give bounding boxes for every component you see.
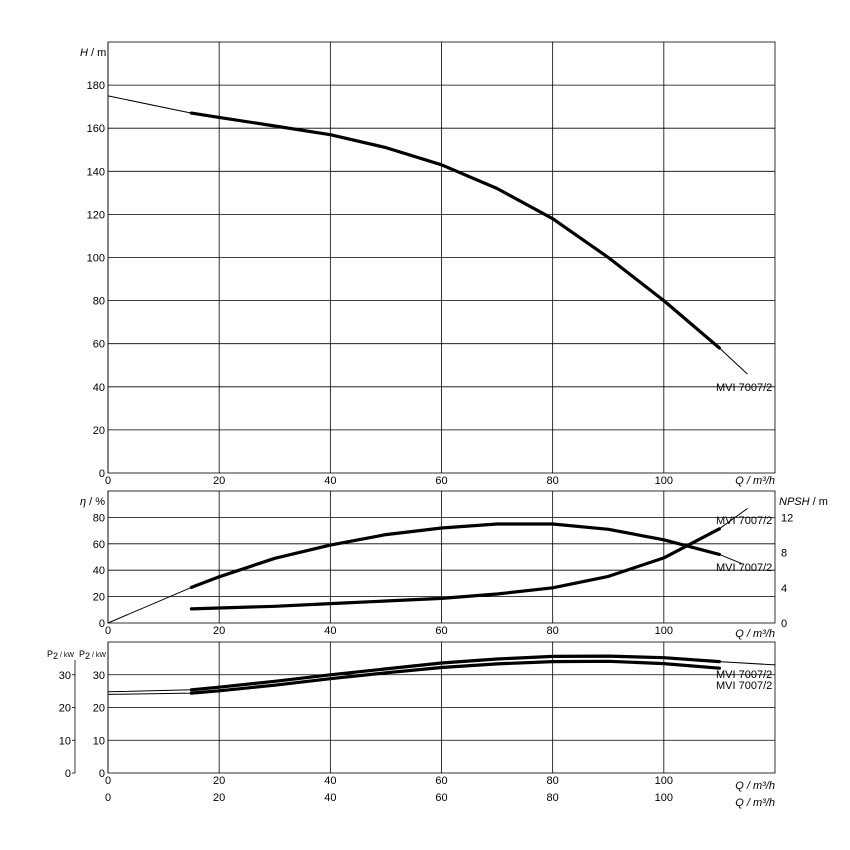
y-tick-label: 60 bbox=[93, 539, 105, 551]
power-x-axis-bottom-title: Q / m³/h bbox=[735, 797, 775, 809]
outer-y-tick-label: 10 bbox=[59, 735, 71, 747]
head-curve-label: MVI 7007/2 bbox=[716, 382, 772, 394]
y-tick-label: 40 bbox=[93, 565, 105, 577]
y2-tick-label: 4 bbox=[781, 583, 787, 595]
x-tick-label: 100 bbox=[655, 775, 673, 787]
power-x-axis-title: Q / m³/h bbox=[735, 780, 775, 792]
y-tick-label: 20 bbox=[93, 703, 105, 715]
npsh-axis-title: NPSH / m bbox=[779, 496, 828, 508]
power-curve-label-a: MVI 7007/2 bbox=[716, 669, 772, 681]
head-axis-title: H / m bbox=[80, 47, 106, 59]
x-tick-label: 20 bbox=[213, 775, 225, 787]
curve-bold-p3-s2 bbox=[189, 659, 721, 695]
y-tick-label: 100 bbox=[87, 253, 105, 265]
x-tick-label: 80 bbox=[547, 775, 559, 787]
outer-y-tick-label: 20 bbox=[59, 703, 71, 715]
x-tick-label: 0 bbox=[105, 775, 111, 787]
y-tick-label: 160 bbox=[87, 123, 105, 135]
y-tick-label: 60 bbox=[93, 339, 105, 351]
y-tick-label: 0 bbox=[99, 468, 105, 480]
x-tick-label: 100 bbox=[655, 625, 673, 637]
x-tick-label: 20 bbox=[213, 475, 225, 487]
x-tick-label-bottom: 40 bbox=[324, 792, 336, 804]
x-tick-label: 0 bbox=[105, 475, 111, 487]
power-outer-axis-title: P2 / kW bbox=[47, 649, 74, 661]
y-tick-label: 20 bbox=[93, 425, 105, 437]
x-tick-label: 60 bbox=[435, 475, 447, 487]
y-tick-label: 80 bbox=[93, 512, 105, 524]
efficiency-axis-title: η / % bbox=[80, 496, 105, 508]
x-tick-label: 40 bbox=[324, 625, 336, 637]
power-inner-axis-title: P2 / kW bbox=[79, 649, 106, 661]
x-tick-label: 100 bbox=[655, 475, 673, 487]
x-tick-label: 40 bbox=[324, 775, 336, 787]
x-tick-label-bottom: 80 bbox=[547, 792, 559, 804]
x-tick-label-bottom: 100 bbox=[655, 792, 673, 804]
y-tick-label: 40 bbox=[93, 382, 105, 394]
x-tick-label: 20 bbox=[213, 625, 225, 637]
y-tick-label: 30 bbox=[93, 670, 105, 682]
y-tick-label: 180 bbox=[87, 80, 105, 92]
head-x-axis-title: Q / m³/h bbox=[735, 475, 775, 487]
curve-bold-p2-s2 bbox=[189, 527, 721, 611]
y-tick-label: 0 bbox=[99, 618, 105, 630]
y-tick-label: 80 bbox=[93, 296, 105, 308]
y-tick-label: 0 bbox=[99, 768, 105, 780]
outer-y-tick-label: 30 bbox=[59, 670, 71, 682]
efficiency-curve-label: MVI 7007/2 bbox=[716, 515, 772, 527]
x-tick-label-bottom: 20 bbox=[213, 792, 225, 804]
y2-tick-label: 12 bbox=[781, 512, 793, 524]
x-tick-label: 40 bbox=[324, 475, 336, 487]
curve-thin-p1-s1 bbox=[107, 95, 748, 375]
curve-bold-p3-s1 bbox=[189, 654, 721, 692]
y-tick-label: 120 bbox=[87, 209, 105, 221]
outer-y-tick-label: 0 bbox=[65, 768, 71, 780]
y-tick-label: 20 bbox=[93, 592, 105, 604]
y2-tick-label: 8 bbox=[781, 548, 787, 560]
x-tick-label-bottom: 0 bbox=[105, 792, 111, 804]
y2-tick-label: 0 bbox=[781, 618, 787, 630]
curve-layer bbox=[107, 95, 776, 695]
y-tick-label: 10 bbox=[93, 735, 105, 747]
curve-bold-p1-s1 bbox=[189, 111, 721, 350]
y-tick-label: 140 bbox=[87, 166, 105, 178]
x-tick-label-bottom: 60 bbox=[435, 792, 447, 804]
x-tick-label: 0 bbox=[105, 625, 111, 637]
npsh-curve-label: MVI 7007/2 bbox=[716, 562, 772, 574]
efficiency-x-axis-title: Q / m³/h bbox=[735, 628, 775, 640]
x-tick-label: 60 bbox=[435, 625, 447, 637]
x-tick-label: 60 bbox=[435, 775, 447, 787]
power-curve-label-b: MVI 7007/2 bbox=[716, 680, 772, 692]
x-tick-label: 80 bbox=[547, 475, 559, 487]
x-tick-label: 80 bbox=[547, 625, 559, 637]
curve-bold-p2-s1 bbox=[189, 522, 721, 589]
